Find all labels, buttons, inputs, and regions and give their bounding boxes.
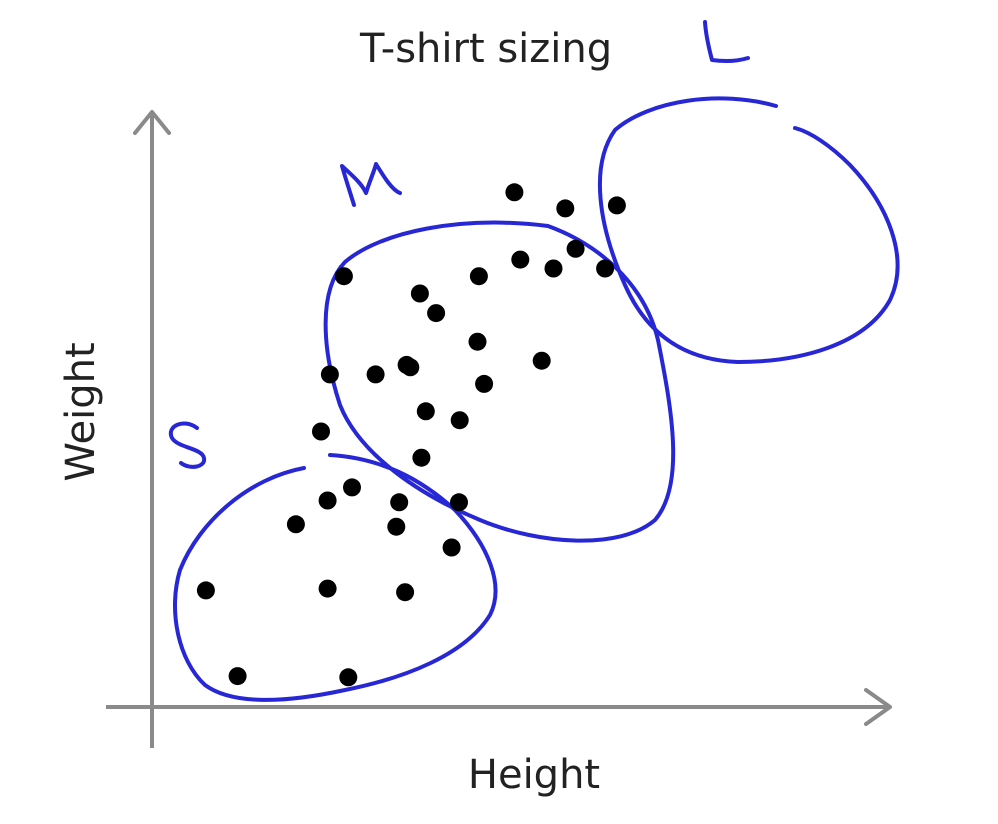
data-point bbox=[410, 284, 429, 303]
data-point bbox=[469, 267, 488, 286]
cluster-s-outline bbox=[173, 453, 498, 702]
data-point bbox=[607, 196, 626, 215]
data-point bbox=[318, 579, 337, 598]
data-point bbox=[442, 538, 461, 557]
data-point bbox=[450, 493, 468, 512]
data-point bbox=[339, 668, 358, 687]
data-point bbox=[318, 491, 337, 510]
data-point bbox=[401, 358, 420, 377]
data-point bbox=[396, 583, 415, 602]
cluster-m-outline bbox=[323, 220, 676, 543]
data-point bbox=[544, 259, 563, 278]
data-point bbox=[566, 239, 585, 258]
cluster-outlines bbox=[173, 96, 900, 702]
data-point bbox=[228, 667, 247, 686]
x-axis-label: Height bbox=[468, 752, 600, 798]
y-axis-label: Weight bbox=[58, 342, 104, 481]
data-points bbox=[196, 183, 626, 687]
cluster-l-label bbox=[703, 20, 750, 64]
data-point bbox=[511, 250, 530, 269]
data-point bbox=[343, 478, 361, 497]
data-point bbox=[505, 183, 524, 202]
data-point bbox=[286, 515, 305, 534]
data-point bbox=[320, 365, 339, 384]
data-point bbox=[556, 199, 575, 218]
data-point bbox=[334, 267, 353, 286]
cluster-m-label bbox=[340, 162, 402, 207]
data-point bbox=[475, 374, 494, 393]
data-point bbox=[387, 517, 406, 536]
y-axis-arrowhead bbox=[133, 110, 171, 135]
data-point bbox=[450, 411, 469, 430]
x-axis-arrowhead bbox=[864, 688, 892, 726]
data-point bbox=[366, 365, 385, 384]
axes bbox=[106, 110, 892, 748]
data-point bbox=[596, 259, 615, 278]
data-point bbox=[412, 448, 431, 467]
data-point bbox=[390, 493, 409, 512]
data-point bbox=[468, 332, 487, 351]
hand-labels bbox=[168, 20, 750, 469]
data-point bbox=[416, 402, 435, 421]
data-point bbox=[196, 581, 215, 600]
chart-title: T-shirt sizing bbox=[359, 26, 612, 72]
data-point bbox=[532, 351, 551, 370]
data-point bbox=[312, 422, 330, 441]
cluster-l-outline bbox=[597, 96, 900, 364]
cluster-s-label bbox=[168, 421, 207, 469]
data-point bbox=[427, 304, 446, 323]
